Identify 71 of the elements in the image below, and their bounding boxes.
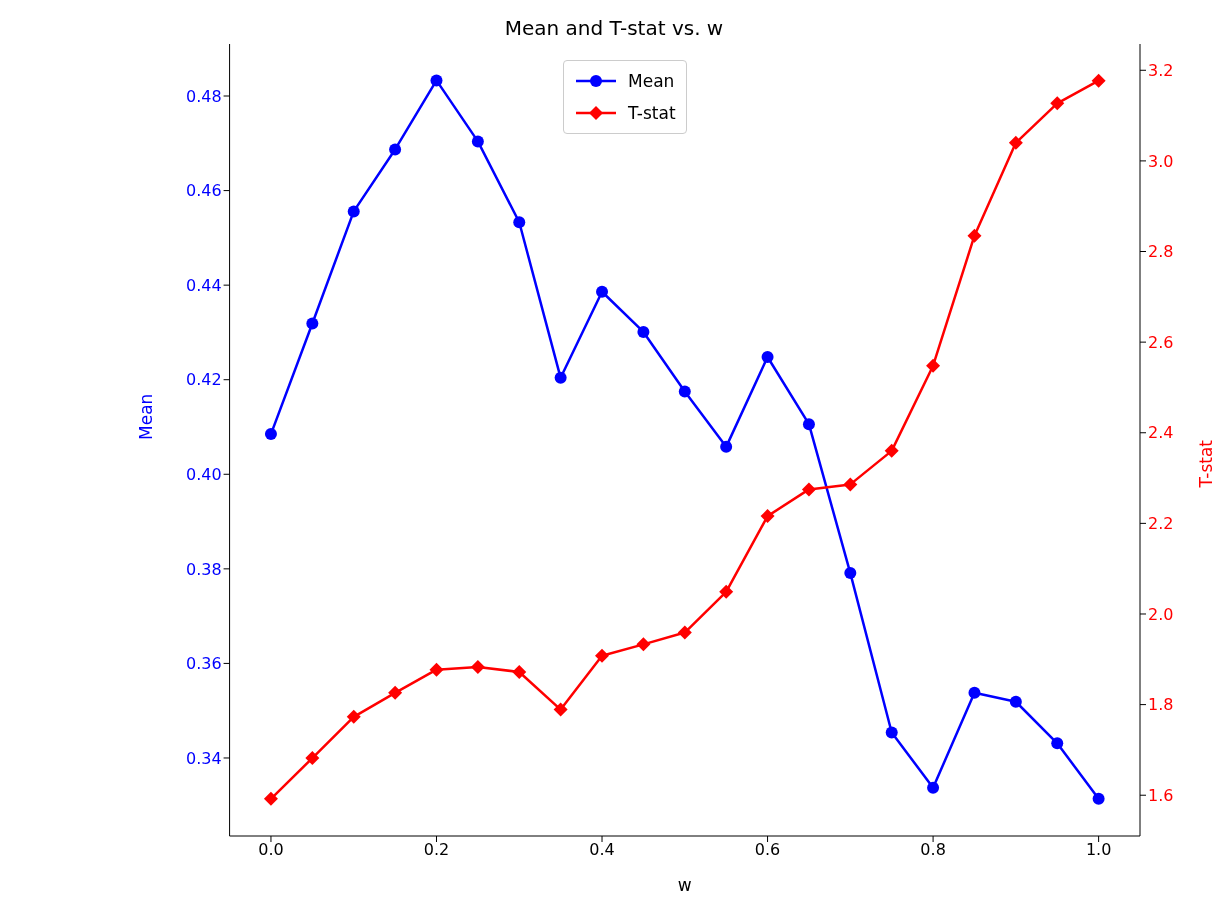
y2-tick-label: 1.8 — [1148, 695, 1174, 715]
point — [305, 751, 320, 766]
x-tick-label: 1.0 — [1085, 840, 1112, 860]
x-axis-title: w — [677, 875, 692, 895]
y-tick-label: 0.34 — [185, 748, 222, 768]
point — [346, 709, 361, 724]
point — [553, 702, 568, 717]
x-tick-label: 0.4 — [589, 840, 615, 860]
point — [801, 482, 816, 497]
y2-tick-label: 3.2 — [1148, 60, 1174, 80]
point — [885, 726, 898, 739]
y2-tick-label: 3.0 — [1148, 151, 1174, 171]
x-tick-label: 0.0 — [258, 840, 284, 860]
point — [843, 477, 858, 492]
point — [884, 443, 899, 458]
y-tick-label: 0.48 — [185, 86, 222, 106]
point — [926, 358, 941, 373]
point — [306, 317, 319, 330]
point — [720, 440, 733, 453]
point — [595, 648, 610, 663]
point — [760, 509, 775, 524]
point — [844, 567, 857, 580]
y-tick-label: 0.42 — [185, 370, 222, 390]
point — [512, 664, 527, 679]
y2-tick-label: 2.0 — [1148, 604, 1174, 624]
point — [389, 143, 402, 156]
point — [677, 625, 692, 640]
y2-axis-title: T-stat — [1196, 439, 1217, 489]
point — [554, 371, 567, 384]
y2-tick-label: 2.6 — [1148, 332, 1174, 352]
point — [1092, 792, 1105, 805]
point — [430, 74, 443, 87]
point — [1009, 695, 1022, 708]
y2-tick-label: 1.6 — [1148, 785, 1174, 805]
y-tick-label: 0.40 — [185, 464, 222, 484]
point — [1008, 135, 1023, 150]
point — [678, 385, 691, 398]
point — [1050, 96, 1065, 111]
point — [968, 686, 981, 699]
y-tick-label: 0.46 — [185, 181, 222, 201]
y-axis-title: Mean — [135, 393, 156, 440]
y2-tick-label: 2.8 — [1148, 242, 1174, 262]
y-tick-label: 0.44 — [185, 275, 222, 295]
legend-label: Mean — [628, 71, 675, 91]
chart-title: Mean and T-stat vs. w — [503, 16, 725, 40]
x-tick-label: 0.6 — [754, 840, 781, 860]
point — [596, 285, 609, 298]
point — [470, 660, 485, 674]
point — [761, 351, 774, 364]
y-tick-label: 0.38 — [185, 559, 222, 579]
x-tick-label: 0.8 — [920, 840, 946, 860]
point — [388, 685, 403, 700]
point — [719, 584, 734, 599]
point — [636, 637, 651, 652]
y2-tick-label: 2.2 — [1148, 514, 1174, 534]
point — [471, 135, 484, 148]
x-tick-label: 0.2 — [423, 840, 450, 860]
point — [1051, 737, 1064, 750]
point — [347, 205, 360, 218]
point — [967, 228, 982, 243]
point — [1091, 73, 1106, 88]
y2-tick-label: 2.4 — [1148, 423, 1174, 443]
y-tick-label: 0.36 — [185, 654, 222, 674]
point — [429, 662, 444, 677]
point — [263, 791, 278, 806]
point — [264, 428, 277, 441]
legend-label: T-stat — [628, 103, 676, 123]
point — [637, 325, 650, 338]
point — [513, 216, 526, 229]
point — [927, 781, 940, 794]
point — [802, 418, 815, 431]
